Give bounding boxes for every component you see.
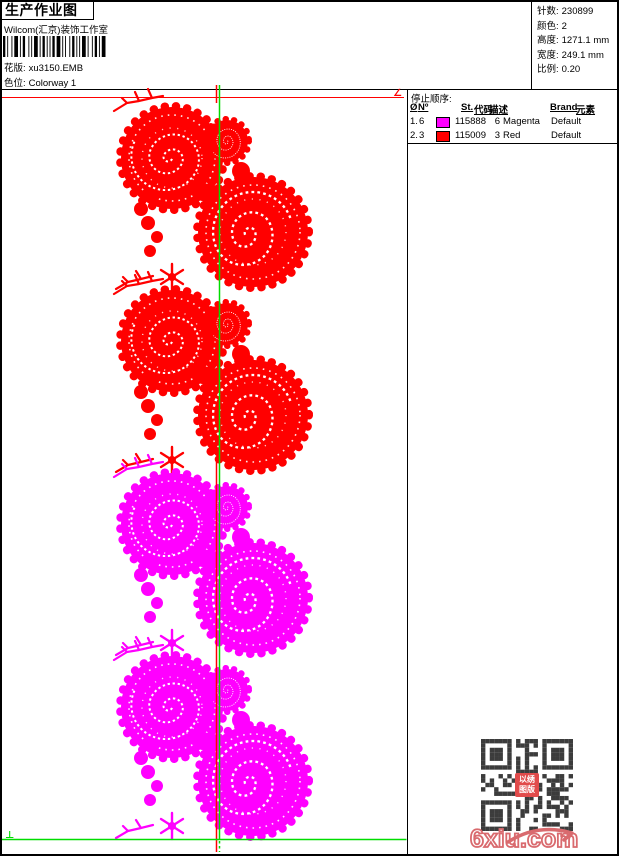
color-swatch [436, 131, 450, 142]
scale-row: 比例: 0.20 [537, 64, 581, 75]
studio-name: Wilcom(汇京)装饰工作室 [4, 25, 108, 36]
pattern-row: 花版: xu3150.EMB [4, 60, 83, 74]
angle-mark: ∠ [393, 88, 402, 99]
col-description: 描述 [489, 105, 509, 116]
table-row: 2. 3 115009 3 Red Default [410, 130, 582, 142]
colorway-row: 色位: Colorway 1 [4, 75, 76, 89]
design-units [114, 89, 309, 839]
site-watermark: 6xiu.com [469, 824, 580, 857]
pattern-label: 花版: [4, 63, 26, 74]
stop-sequence-title: 停止顺序: [411, 94, 452, 105]
origin-mark: ⊥ [5, 830, 14, 841]
qr-center-logo: 以绣图版 [515, 773, 539, 797]
table-header-row: Ø Nº St. 代码 描述 Brand 元素 [410, 102, 618, 116]
barcode [3, 36, 106, 57]
qr-block: 以绣图版 [481, 739, 573, 831]
col-number: Ø [410, 102, 418, 113]
table-row: 1. 6 115888 6 Magenta Default [410, 116, 582, 128]
stitch-count-row: 针数: 230899 [537, 6, 594, 17]
col-code: 代码 [474, 105, 494, 116]
color-count-row: 颜色: 2 [537, 20, 567, 32]
width-row: 宽度: 249.1 mm [537, 49, 604, 61]
page-title: 生产作业图 [2, 2, 94, 20]
colorway-label: 色位: [4, 78, 26, 89]
col-element: 元素 [576, 105, 596, 116]
color-swatch [436, 117, 450, 128]
stop-sequence-table: Ø Nº St. 代码 描述 Brand 元素 1. 6 115888 6 Ma… [410, 102, 618, 144]
col-brand: Brand [550, 102, 578, 113]
height-row: 高度: 1271.1 mm [537, 35, 610, 46]
colorway-value: Colorway 1 [28, 78, 77, 89]
design-info-box: 针数: 230899 颜色: 2 高度: 1271.1 mm 宽度: 249.1 mm … [531, 2, 617, 89]
qr-code [481, 739, 573, 831]
design-canvas: ∠ ⊥ [2, 85, 407, 852]
watermark-swoosh-icon [506, 827, 574, 844]
col-needle: Nº [418, 102, 429, 113]
table-bottom-divider [407, 143, 618, 144]
pattern-value: xu3150.EMB [28, 63, 84, 74]
guide-lines: ∠ ⊥ [2, 85, 407, 852]
col-stitches: St. [461, 102, 474, 113]
panel-divider [407, 89, 408, 855]
header-divider [2, 89, 618, 90]
